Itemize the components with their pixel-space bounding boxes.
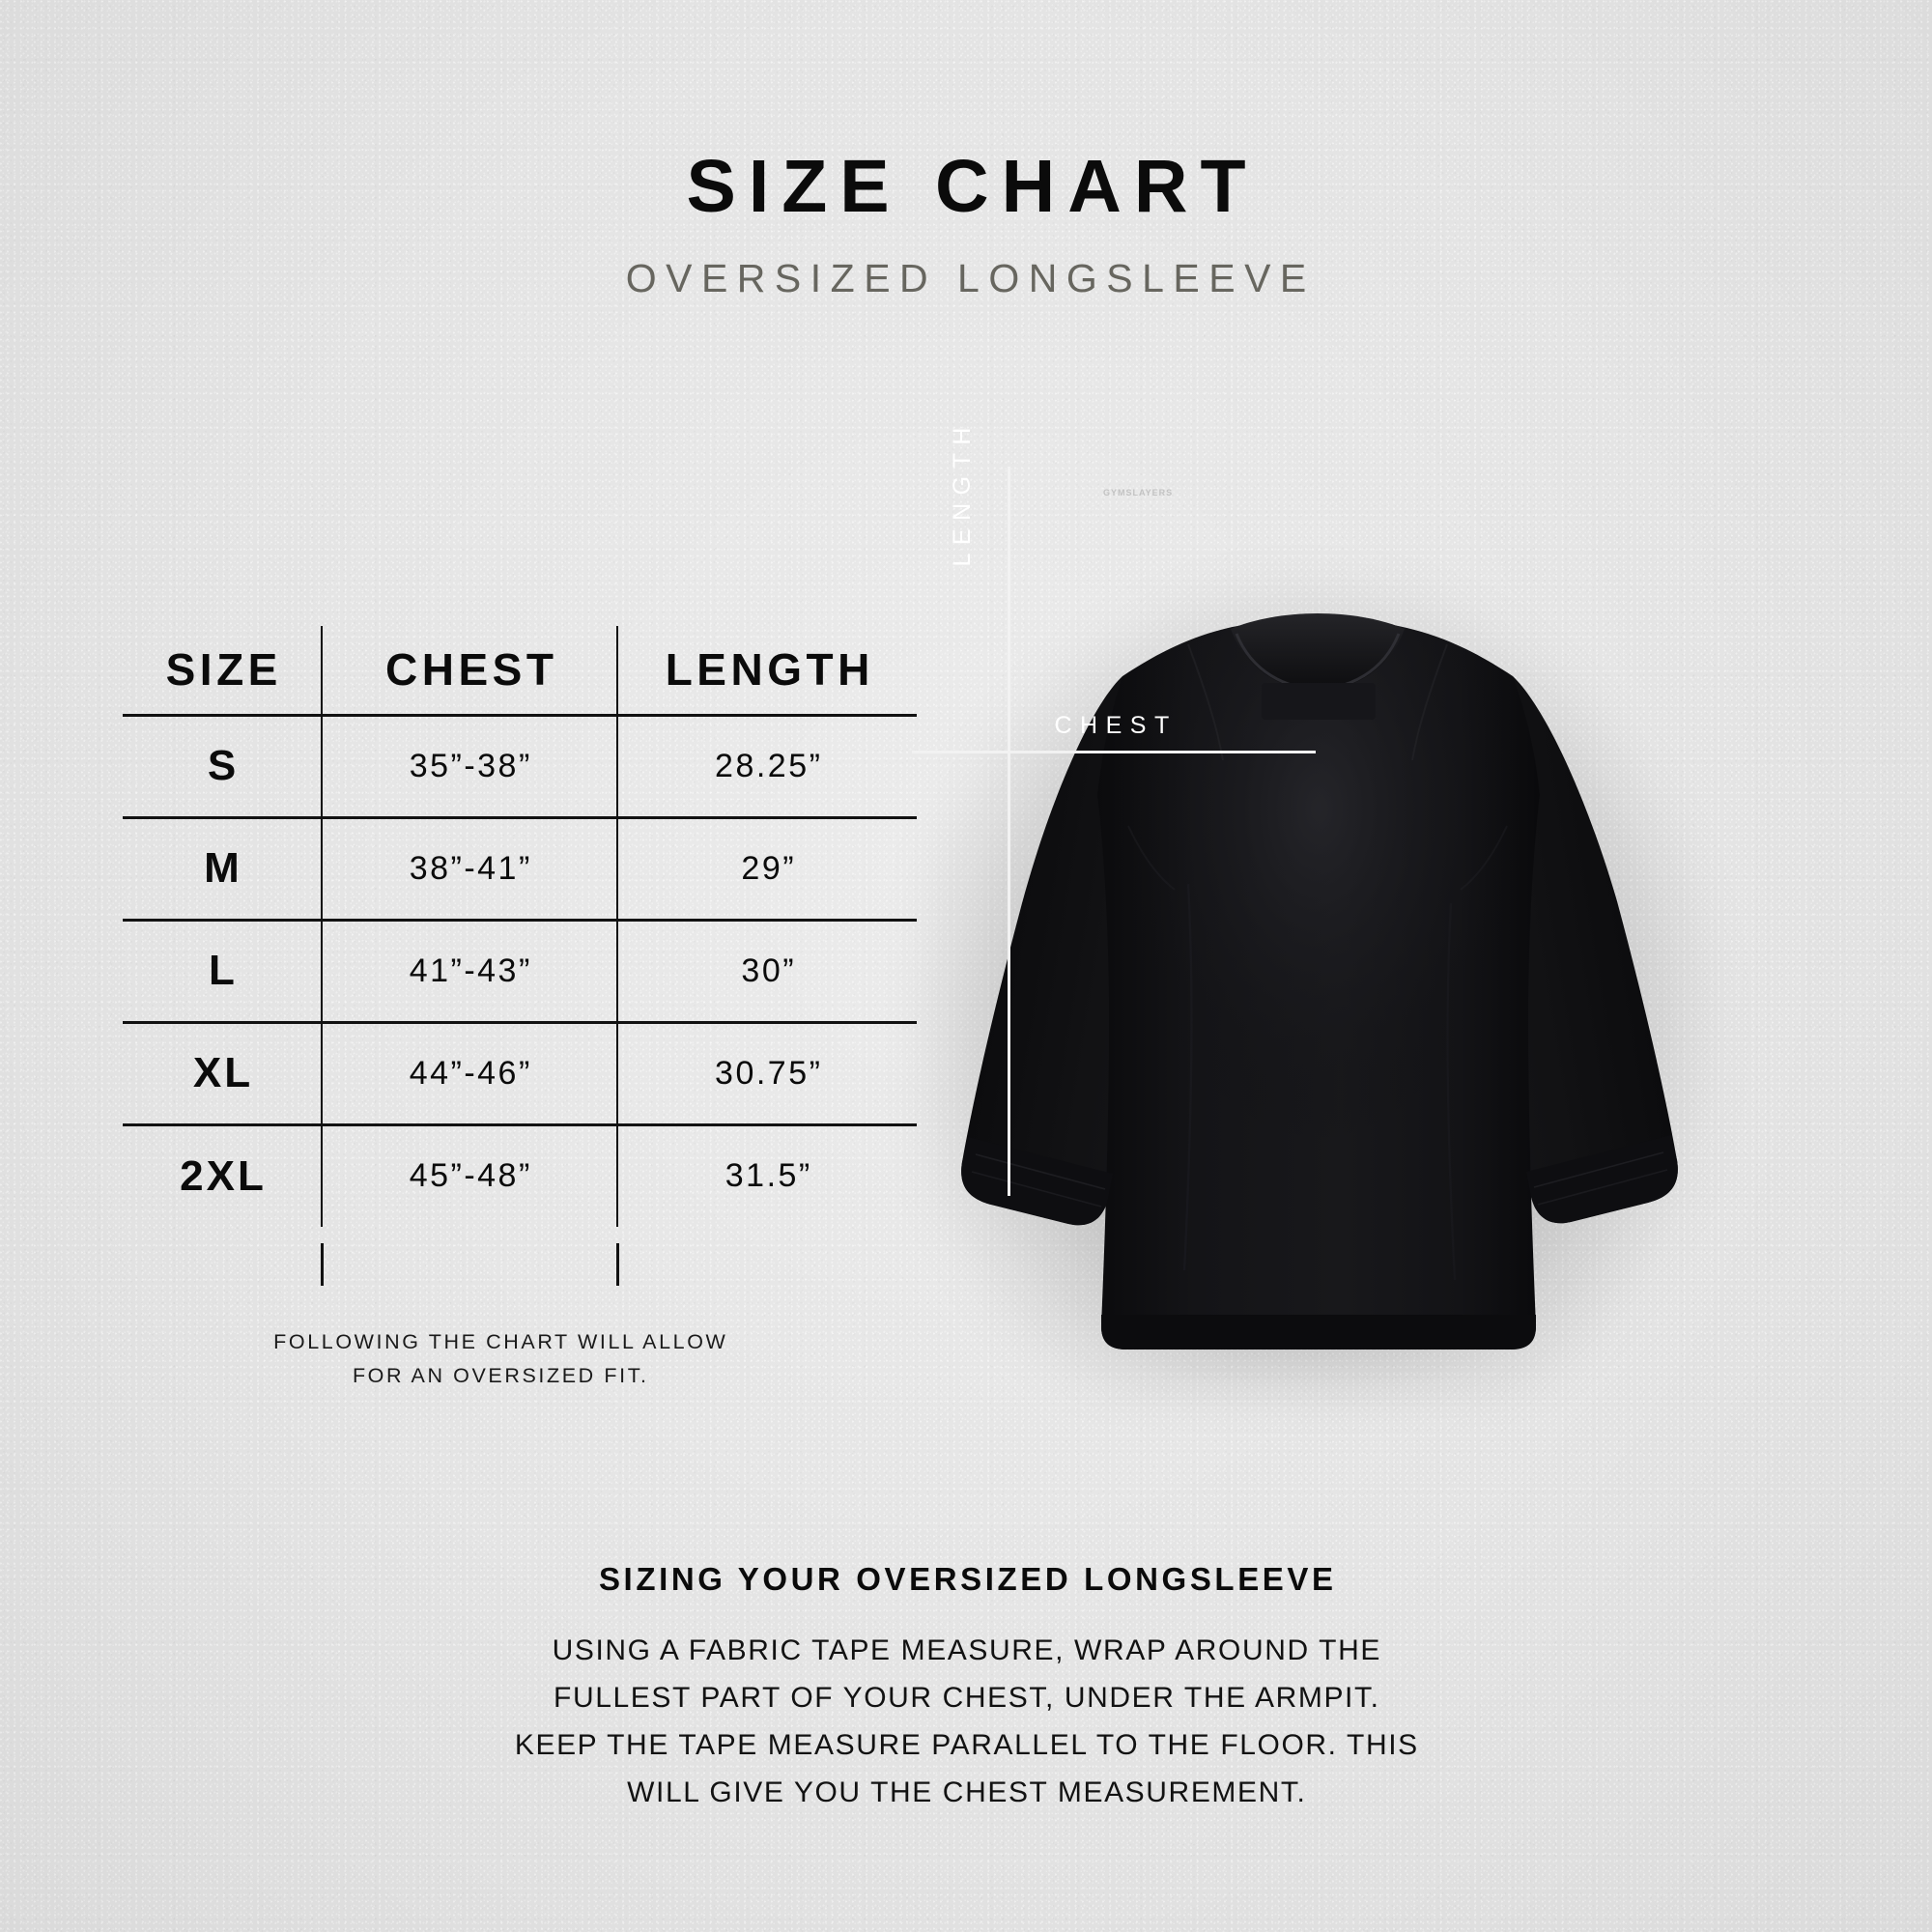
page-title: SIZE CHART: [686, 145, 1259, 228]
body-highlight: [1097, 619, 1540, 1350]
fabric-fold: [1446, 902, 1457, 1281]
column-header-chest: CHEST: [322, 626, 618, 715]
cell-length-s: 28.25”: [715, 747, 823, 784]
cell-size-xl: XL: [123, 1022, 323, 1124]
left-shoulder-seam: [1187, 643, 1224, 761]
cell-size-s: S: [123, 715, 323, 817]
chest-measurement-line: [912, 751, 1316, 753]
table-row: M 38”-41” 29”: [123, 817, 917, 920]
cell-chest-s: 35”-38”: [322, 715, 618, 817]
table-note-line-1: FOLLOWING THE CHART WILL ALLOW: [273, 1330, 728, 1353]
left-cuff-rib: [971, 1171, 1102, 1208]
cell-length-m: 29”: [741, 849, 797, 887]
length-measurement-line: [1008, 467, 1010, 1196]
garment-figure: LENGTH CHEST GYMSLAYERS: [898, 419, 1739, 1406]
footer-body-line-4: WILL GIVE YOU THE CHEST MEASUREMENT.: [627, 1776, 1307, 1808]
table-body: S 35”-38” 28.25” M 38”-41” 29” L 41”-43”…: [123, 715, 917, 1227]
chest-label: CHEST: [1054, 712, 1178, 739]
length-label: LENGTH: [949, 419, 976, 567]
table-note: FOLLOWING THE CHART WILL ALLOW FOR AN OV…: [123, 1325, 876, 1393]
neck-tag-brand-text: GYMSLAYERS: [1103, 488, 1174, 497]
left-cuff: [961, 1137, 1113, 1226]
table-column-divider-stubs: [123, 1243, 917, 1286]
footer: SIZING YOUR OVERSIZED LONGSLEEVE USING A…: [0, 1563, 1932, 1817]
cell-size-2xl: 2XL: [123, 1124, 323, 1227]
column-header-length: LENGTH: [665, 644, 874, 696]
column-divider-1: [321, 1243, 324, 1286]
left-cuff-rib: [975, 1153, 1106, 1190]
table-row: 2XL 45”-48” 31.5”: [123, 1124, 917, 1227]
footer-heading: SIZING YOUR OVERSIZED LONGSLEEVE: [598, 1561, 1337, 1597]
footer-body-line-1: USING A FABRIC TAPE MEASURE, WRAP AROUND…: [552, 1634, 1381, 1666]
measurement-overlay: LENGTH CHEST GYMSLAYERS: [898, 419, 1739, 1406]
right-cuff-rib: [1537, 1169, 1668, 1206]
right-cuff-rib: [1533, 1151, 1664, 1188]
hem-band: [1101, 1315, 1536, 1350]
table-row: L 41”-43” 30”: [123, 920, 917, 1022]
page-subtitle: OVERSIZED LONGSLEEVE: [625, 256, 1316, 300]
cell-chest-xl: 44”-46”: [322, 1022, 618, 1124]
cell-chest-l: 41”-43”: [322, 920, 618, 1022]
header: SIZE CHART OVERSIZED LONGSLEEVE: [0, 150, 1932, 298]
cell-size-l: L: [123, 920, 323, 1022]
footer-body-line-2: FULLEST PART OF YOUR CHEST, UNDER THE AR…: [554, 1681, 1380, 1714]
table-row: S 35”-38” 28.25”: [123, 715, 917, 817]
cell-chest-m: 38”-41”: [322, 817, 618, 920]
table-note-line-2: FOR AN OVERSIZED FIT.: [352, 1363, 649, 1387]
footer-body-line-3: KEEP THE TAPE MEASURE PARALLEL TO THE FL…: [514, 1728, 1419, 1761]
right-shoulder-seam: [1411, 643, 1448, 761]
table-row: XL 44”-46” 30.75”: [123, 1022, 917, 1124]
cell-length-l: 30”: [741, 952, 797, 989]
fabric-fold: [1127, 825, 1176, 891]
cell-chest-2xl: 45”-48”: [322, 1124, 618, 1227]
right-cuff: [1526, 1135, 1678, 1224]
collar: [1231, 613, 1405, 691]
table-header: SIZE CHEST LENGTH: [123, 626, 917, 715]
footer-body: USING A FABRIC TAPE MEASURE, WRAP AROUND…: [0, 1628, 1932, 1817]
column-divider-2: [616, 1243, 619, 1286]
neck-tag: [1262, 683, 1376, 720]
cell-length-xl: 30.75”: [715, 1054, 823, 1092]
cell-size-m: M: [123, 817, 323, 920]
measurements-table: SIZE CHEST LENGTH S 35”-38” 28.25” M 38”…: [123, 626, 917, 1227]
column-header-size: SIZE: [123, 626, 323, 715]
fabric-fold: [1460, 825, 1508, 891]
cell-length-2xl: 31.5”: [724, 1157, 812, 1195]
size-chart-table: SIZE CHEST LENGTH S 35”-38” 28.25” M 38”…: [123, 626, 917, 1227]
table-header-row: SIZE CHEST LENGTH: [123, 626, 917, 715]
fabric-fold: [1182, 883, 1193, 1271]
longsleeve-shirt-illustration: [961, 613, 1678, 1350]
